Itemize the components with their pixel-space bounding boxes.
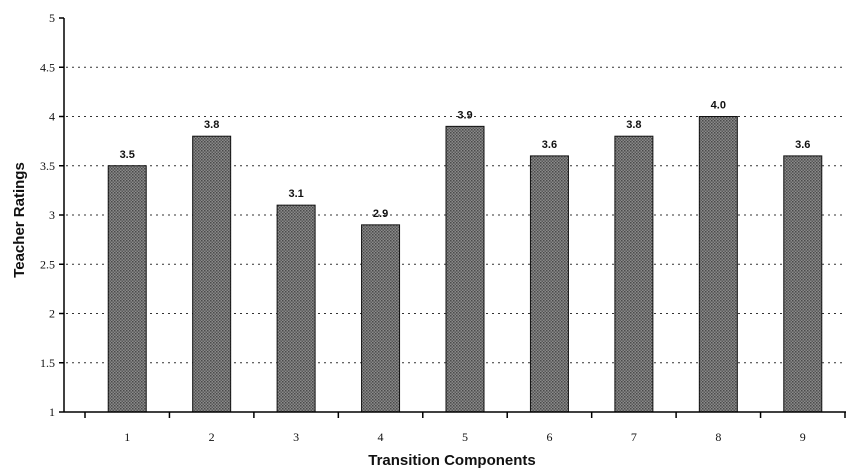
x-tick-label-8: 8 xyxy=(715,430,721,444)
x-tick-label-3: 3 xyxy=(293,430,299,444)
x-tick-label-4: 4 xyxy=(378,430,384,444)
y-tick-labels: 1 1.5 2 2.5 3 3.5 4 4.5 5 xyxy=(40,11,55,419)
y-tick-label: 2.5 xyxy=(40,257,55,271)
data-label-6: 3.6 xyxy=(542,139,557,151)
bar-4 xyxy=(361,224,401,413)
axes xyxy=(59,17,846,418)
y-tick-label: 1.5 xyxy=(40,356,55,370)
bar-6 xyxy=(529,155,569,413)
y-tick-label: 4.5 xyxy=(40,60,55,74)
bar-8 xyxy=(698,116,738,413)
y-tick-label: 2 xyxy=(49,307,55,321)
x-axis-title: Transition Components xyxy=(368,452,536,469)
x-tick-label-2: 2 xyxy=(209,430,215,444)
bar-2 xyxy=(192,135,232,413)
data-label-2: 3.8 xyxy=(204,119,219,131)
y-tick-label: 1 xyxy=(49,405,55,419)
bar-7 xyxy=(614,135,654,413)
data-label-5: 3.9 xyxy=(457,109,472,121)
data-labels: 3.5 3.8 3.1 2.9 3.9 3.6 3.8 4.0 3.6 xyxy=(120,100,811,220)
data-label-3: 3.1 xyxy=(288,188,303,200)
bars xyxy=(107,116,823,413)
data-label-1: 3.5 xyxy=(120,149,135,161)
y-tick-label: 3 xyxy=(49,208,55,222)
data-label-7: 3.8 xyxy=(626,119,641,131)
x-tick-label-5: 5 xyxy=(462,430,468,444)
y-tick-label: 5 xyxy=(49,11,55,25)
x-tick-label-7: 7 xyxy=(631,430,637,444)
x-tick-label-1: 1 xyxy=(124,430,130,444)
bar-9 xyxy=(783,155,823,413)
y-tick-label: 3.5 xyxy=(40,159,55,173)
x-tick-label-6: 6 xyxy=(546,430,552,444)
y-axis-title: Teacher Ratings xyxy=(11,162,28,278)
data-label-8: 4.0 xyxy=(711,100,726,112)
data-label-9: 3.6 xyxy=(795,139,810,151)
bar-5 xyxy=(445,125,485,413)
x-tick-label-9: 9 xyxy=(800,430,806,444)
bar-3 xyxy=(276,204,316,413)
bar-1 xyxy=(107,165,147,413)
data-label-4: 2.9 xyxy=(373,208,388,220)
y-tick-label: 4 xyxy=(49,110,55,124)
x-tick-labels: 1 2 3 4 5 6 7 8 9 xyxy=(124,430,806,444)
